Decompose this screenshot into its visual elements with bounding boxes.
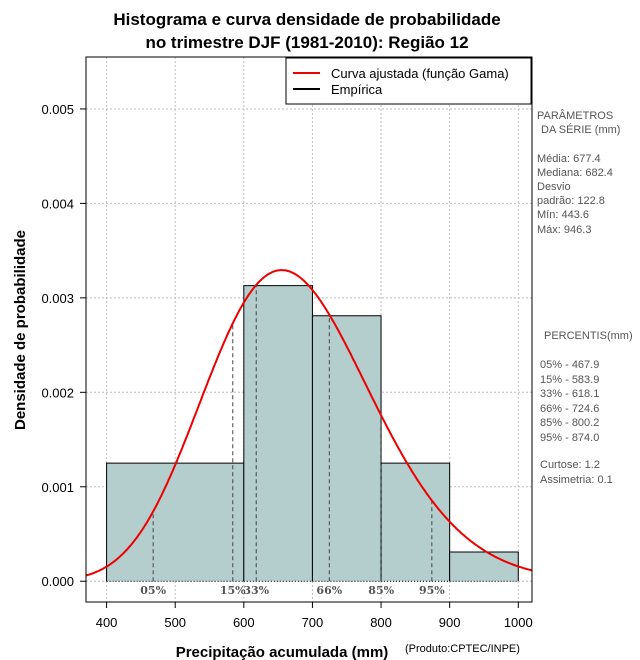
percentile-15: 15% - 583.9 — [540, 374, 599, 386]
chart-title-line-2: no trimestre DJF (1981-2010): Região 12 — [145, 33, 468, 52]
histogram-bar-outline — [311, 315, 382, 582]
x-tick-label: 700 — [302, 615, 324, 630]
percentile-33: 33% - 618.1 — [540, 388, 599, 400]
x-tick-label: 400 — [96, 615, 118, 630]
legend-label-empirical: Empírica — [331, 82, 383, 97]
param-mean: Média: 677.4 — [537, 153, 601, 165]
percentiles-title: PERCENTIS(mm) — [544, 330, 633, 342]
histogram-bar — [312, 315, 382, 582]
y-tick-label: 0.002 — [41, 385, 74, 400]
percentile-line-label: 66% — [316, 584, 342, 597]
param-median: Mediana: 682.4 — [537, 167, 613, 179]
percentile-line-label: 15% — [220, 584, 246, 597]
param-sd-line-1: Desvio — [537, 181, 571, 193]
y-tick-label: 0.005 — [41, 102, 74, 117]
param-sd-line-2: padrão: 122.8 — [537, 195, 605, 207]
percentile-66: 66% - 724.6 — [540, 403, 599, 415]
product-credit: (Produto:CPTEC/INPE) — [405, 643, 520, 655]
y-axis-label: Densidade de probabilidade — [12, 230, 29, 430]
params-title-line-1: PARÂMETROS — [537, 109, 613, 122]
stat-skewness: Assimetria: 0.1 — [540, 474, 613, 486]
x-tick-label: 1000 — [504, 615, 533, 630]
gamma-curve — [85, 269, 533, 577]
x-axis-ticks: 400 500 600 700 800 900 1000 — [96, 602, 533, 630]
histogram-bar — [106, 463, 244, 582]
y-tick-label: 0.003 — [41, 291, 74, 306]
params-title-line-2: DA SÉRIE (mm) — [541, 123, 620, 136]
percentile-line-label: 33% — [243, 584, 269, 597]
param-min: Mín: 443.6 — [537, 209, 589, 221]
histogram-bar — [243, 285, 313, 582]
percentile-95: 95% - 874.0 — [540, 432, 599, 444]
legend-label-fitted: Curva ajustada (função Gama) — [331, 66, 509, 81]
y-tick-label: 0.004 — [41, 196, 74, 211]
histogram-bar — [449, 551, 519, 582]
param-max: Máx: 946.3 — [537, 224, 591, 236]
series-parameters-panel: PARÂMETROS DA SÉRIE (mm) Média: 677.4 Me… — [537, 109, 620, 236]
histogram-bar — [381, 463, 450, 582]
x-tick-label: 600 — [233, 615, 255, 630]
histogram-bars — [106, 285, 519, 582]
stat-kurtosis: Curtose: 1.2 — [540, 459, 600, 471]
gamma-curve-line — [85, 269, 533, 577]
percentiles-panel: PERCENTIS(mm) 05% - 467.9 15% - 583.9 33… — [540, 330, 633, 486]
y-tick-label: 0.001 — [41, 480, 74, 495]
x-tick-label: 900 — [439, 615, 461, 630]
percentile-line-label: 95% — [419, 584, 445, 597]
percentile-line-label: 05% — [140, 584, 166, 597]
legend: Curva ajustada (função Gama) Empírica — [285, 57, 532, 105]
x-tick-label: 500 — [164, 615, 186, 630]
percentile-line-label: 85% — [368, 584, 394, 597]
percentile-lines: 05% 15%33% 66% 85% 95% — [140, 284, 445, 597]
y-tick-label: 0.000 — [41, 574, 74, 589]
x-tick-label: 800 — [370, 615, 392, 630]
y-axis-ticks: 0.000 0.001 0.002 0.003 0.004 0.005 — [41, 102, 86, 589]
chart-title-line-1: Histograma e curva densidade de probabil… — [113, 10, 500, 29]
x-axis-label: Precipitação acumulada (mm) — [176, 644, 389, 660]
percentile-05: 05% - 467.9 — [540, 359, 599, 371]
percentile-85: 85% - 800.2 — [540, 417, 599, 429]
plot-frame — [85, 56, 533, 603]
legend-box — [285, 57, 532, 105]
